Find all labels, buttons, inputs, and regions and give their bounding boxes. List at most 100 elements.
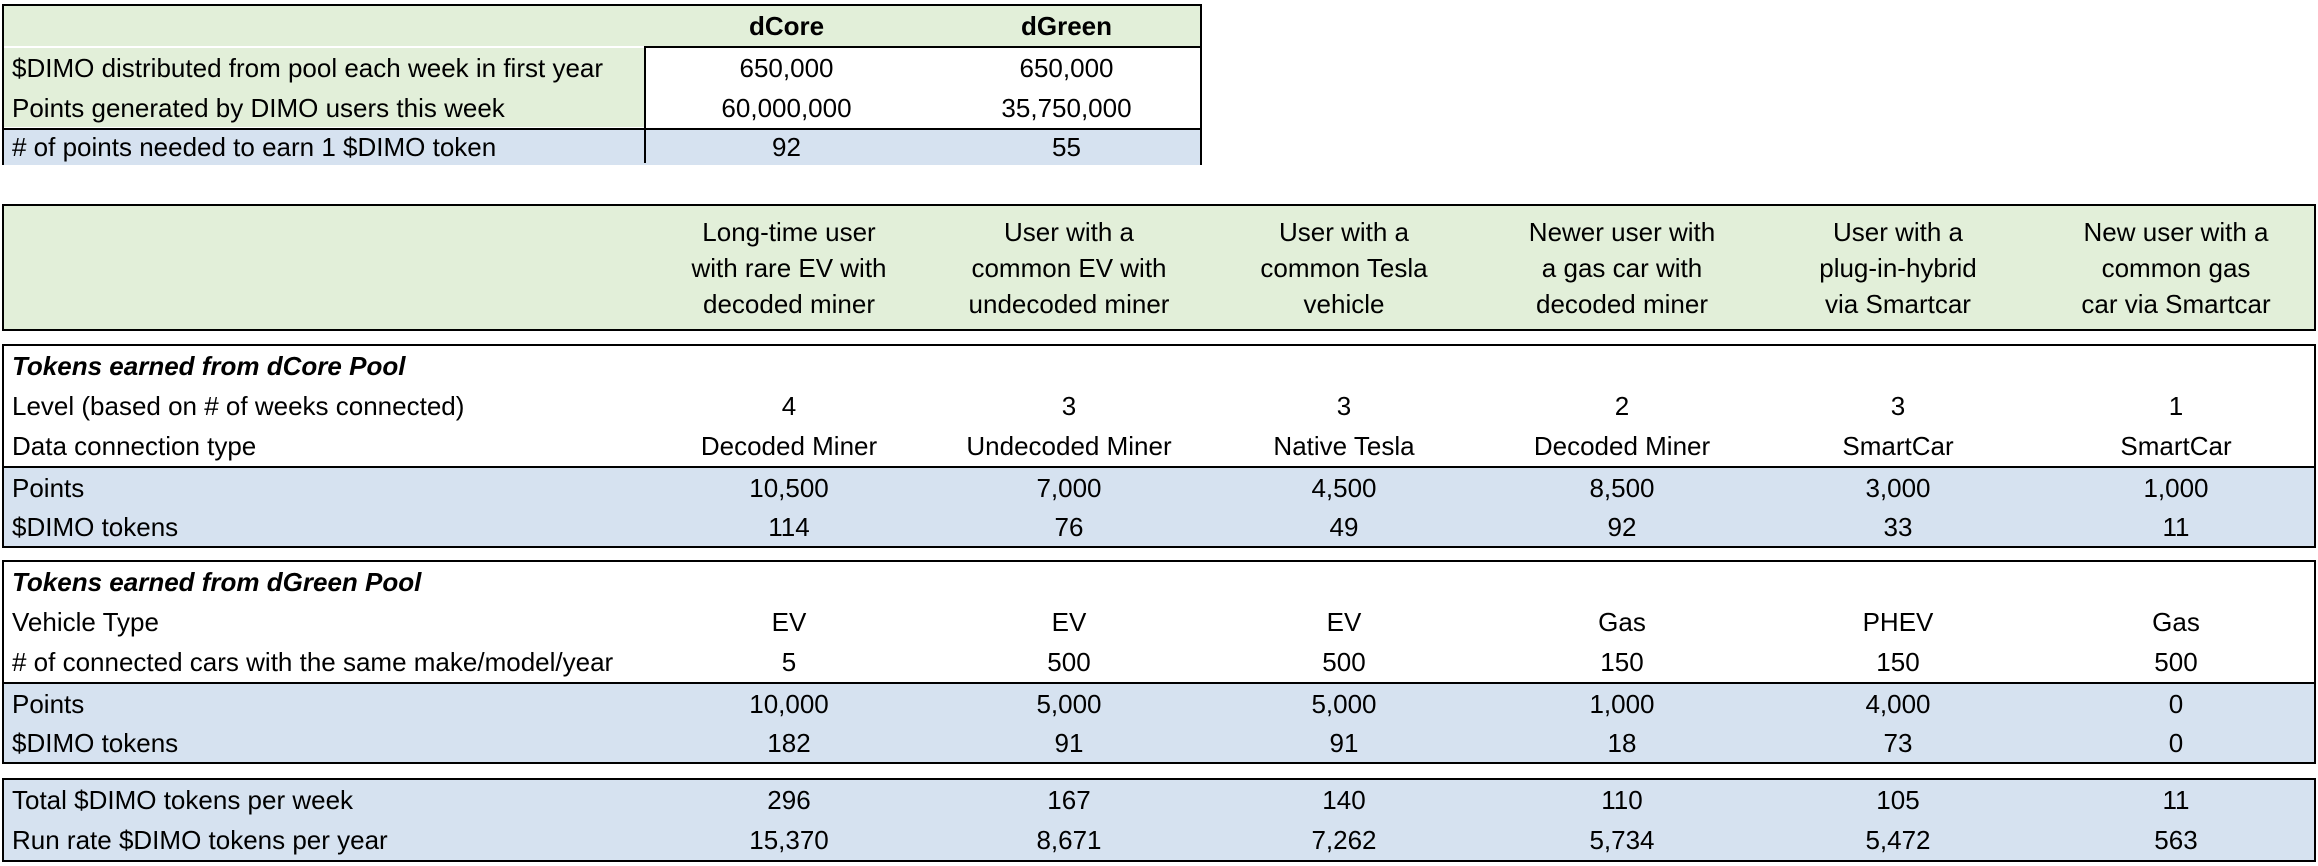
value-cell: 0 bbox=[2168, 727, 2184, 758]
row-label: Points bbox=[12, 472, 85, 503]
value-cell: 140 bbox=[1322, 784, 1366, 815]
value-cell: 563 bbox=[2154, 824, 2198, 855]
value-cell: 4,000 bbox=[1865, 688, 1931, 719]
user-scenarios-header: Long-time user with rare EV with decoded… bbox=[2, 204, 2316, 331]
value-cell: EV bbox=[1051, 606, 1087, 637]
user-column-header: User with a plug-in-hybrid via Smartcar bbox=[1819, 216, 1977, 319]
value-cell: 296 bbox=[767, 784, 811, 815]
value-cell: 105 bbox=[1876, 784, 1920, 815]
dgreen-tokens-row: $DIMO tokens 182 91 91 18 73 0 bbox=[4, 724, 2314, 762]
dgreen-title-row: Tokens earned from dGreen Pool bbox=[4, 562, 2314, 602]
value-cell: 91 bbox=[1329, 727, 1359, 758]
value-cell: Gas bbox=[2152, 606, 2200, 637]
value-cell: 5,000 bbox=[1036, 688, 1102, 719]
dgreen-pool-table: Tokens earned from dGreen Pool Vehicle T… bbox=[2, 560, 2316, 764]
header-dcore: dCore bbox=[748, 10, 825, 41]
row-label: Total $DIMO tokens per week bbox=[12, 784, 354, 815]
dgreen-vehicle-row: Vehicle Type EV EV EV Gas PHEV Gas bbox=[4, 602, 2314, 642]
header-dgreen: dGreen bbox=[1020, 10, 1113, 41]
value-cell: 91 bbox=[1054, 727, 1084, 758]
value-cell: 76 bbox=[1054, 511, 1084, 542]
row-label: Points bbox=[12, 688, 85, 719]
value-cell: 167 bbox=[1047, 784, 1091, 815]
value-cell: 150 bbox=[1876, 646, 1920, 677]
value-cell: 1 bbox=[2168, 390, 2184, 421]
value-cell: 8,500 bbox=[1589, 472, 1655, 503]
value-cell: 150 bbox=[1600, 646, 1644, 677]
value-cell: 5,472 bbox=[1865, 824, 1931, 855]
value-cell: 7,262 bbox=[1311, 824, 1377, 855]
user-column-header: Newer user with a gas car with decoded m… bbox=[1528, 216, 1716, 319]
value-cell: 1,000 bbox=[1589, 688, 1655, 719]
row-label: $DIMO tokens bbox=[12, 727, 179, 758]
row-label: Level (based on # of weeks connected) bbox=[12, 390, 465, 421]
value-cell: 33 bbox=[1883, 511, 1913, 542]
value-cell: 3 bbox=[1061, 390, 1077, 421]
value-cell: 49 bbox=[1329, 511, 1359, 542]
dcore-level-row: Level (based on # of weeks connected) 4 … bbox=[4, 386, 2314, 426]
value-cell: 1,000 bbox=[2143, 472, 2209, 503]
value-cell: 0 bbox=[2168, 688, 2184, 719]
row-label: Data connection type bbox=[12, 430, 257, 461]
value-cell: 73 bbox=[1883, 727, 1913, 758]
dcore-tokens-row: $DIMO tokens 114 76 49 92 33 11 bbox=[4, 508, 2314, 546]
user-column-header: Long-time user with rare EV with decoded… bbox=[691, 216, 887, 319]
value-cell: 11 bbox=[2162, 784, 2190, 815]
row-label: $DIMO tokens bbox=[12, 511, 179, 542]
value-dgreen: 35,750,000 bbox=[1001, 92, 1132, 123]
run-rate-yearly-row: Run rate $DIMO tokens per year 15,370 8,… bbox=[4, 820, 2314, 860]
row-label: # of points needed to earn 1 $DIMO token bbox=[12, 132, 497, 162]
dcore-points-row: Points 10,500 7,000 4,500 8,500 3,000 1,… bbox=[4, 468, 2314, 508]
dcore-connection-row: Data connection type Decoded Miner Undec… bbox=[4, 426, 2314, 466]
value-dgreen: 55 bbox=[1052, 132, 1081, 162]
row-label: Run rate $DIMO tokens per year bbox=[12, 824, 388, 855]
pool-row-distributed: $DIMO distributed from pool each week in… bbox=[4, 48, 1200, 88]
value-cell: 3 bbox=[1336, 390, 1352, 421]
value-cell: Undecoded Miner bbox=[966, 430, 1172, 461]
value-cell: 110 bbox=[1601, 784, 1643, 815]
value-dcore: 60,000,000 bbox=[721, 92, 852, 123]
section-title: Tokens earned from dGreen Pool bbox=[12, 566, 422, 597]
value-cell: 10,000 bbox=[749, 688, 829, 719]
value-cell: 114 bbox=[768, 511, 810, 542]
pool-label-bg bbox=[4, 48, 644, 127]
pool-summary-table: dCore dGreen $DIMO distributed from pool… bbox=[2, 4, 1202, 165]
total-weekly-row: Total $DIMO tokens per week 296 167 140 … bbox=[4, 780, 2314, 820]
value-cell: 4 bbox=[781, 390, 797, 421]
value-cell: 11 bbox=[2162, 511, 2190, 542]
section-title: Tokens earned from dCore Pool bbox=[12, 350, 406, 381]
dgreen-connected-row: # of connected cars with the same make/m… bbox=[4, 642, 2314, 682]
value-cell: 5,734 bbox=[1589, 824, 1655, 855]
value-cell: 10,500 bbox=[749, 472, 829, 503]
row-label: Points generated by DIMO users this week bbox=[12, 92, 505, 123]
value-cell: 5,000 bbox=[1311, 688, 1377, 719]
value-cell: Gas bbox=[1598, 606, 1646, 637]
value-cell: EV bbox=[1326, 606, 1362, 637]
value-dcore: 92 bbox=[772, 132, 801, 162]
value-cell: 92 bbox=[1607, 511, 1637, 542]
value-cell: PHEV bbox=[1862, 606, 1934, 637]
dcore-title-row: Tokens earned from dCore Pool bbox=[4, 346, 2314, 386]
value-cell: 182 bbox=[767, 727, 811, 758]
value-cell: 2 bbox=[1614, 390, 1630, 421]
value-cell: Native Tesla bbox=[1273, 430, 1415, 461]
user-column-header: New user with a common gas car via Smart… bbox=[2081, 216, 2271, 319]
pool-row-points-needed: # of points needed to earn 1 $DIMO token… bbox=[4, 130, 1200, 165]
value-cell: Decoded Miner bbox=[1533, 430, 1711, 461]
value-cell: 7,000 bbox=[1036, 472, 1102, 503]
value-cell: 500 bbox=[2154, 646, 2198, 677]
value-cell: SmartCar bbox=[1842, 430, 1954, 461]
value-cell: 500 bbox=[1322, 646, 1366, 677]
value-cell: 3,000 bbox=[1865, 472, 1931, 503]
value-cell: 3 bbox=[1890, 390, 1906, 421]
value-cell: EV bbox=[771, 606, 807, 637]
user-column-header: User with a common Tesla vehicle bbox=[1260, 216, 1428, 319]
value-cell: 5 bbox=[781, 646, 797, 677]
totals-table: Total $DIMO tokens per week 296 167 140 … bbox=[2, 778, 2316, 862]
value-cell: 500 bbox=[1047, 646, 1091, 677]
value-cell: 18 bbox=[1607, 727, 1637, 758]
row-label: # of connected cars with the same make/m… bbox=[12, 646, 614, 677]
pool-row-points: Points generated by DIMO users this week… bbox=[4, 88, 1200, 128]
pool-header-row: dCore dGreen bbox=[4, 6, 1200, 46]
value-cell: 8,671 bbox=[1036, 824, 1102, 855]
